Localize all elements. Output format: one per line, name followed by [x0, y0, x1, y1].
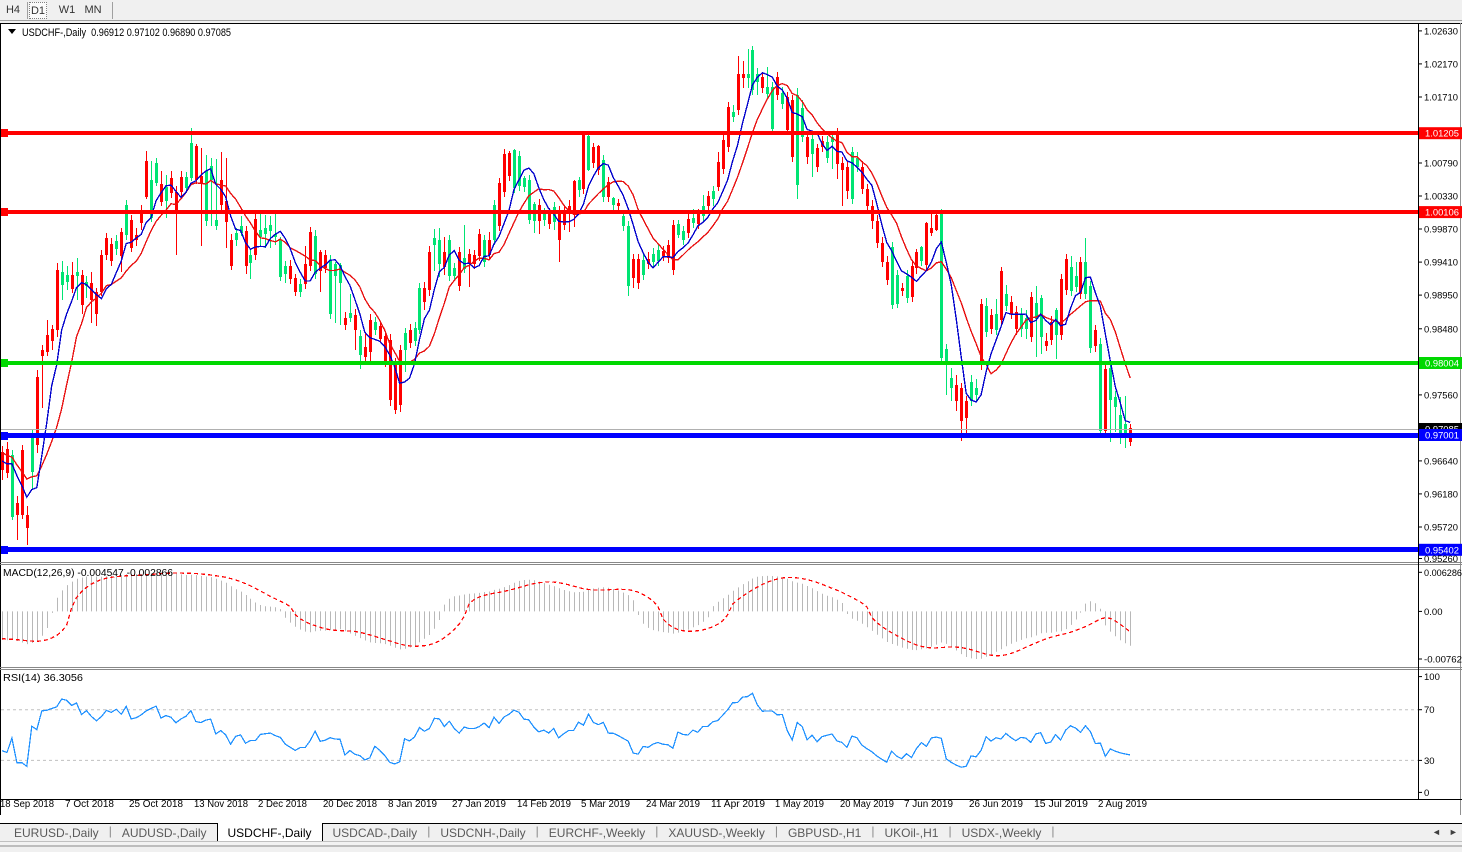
svg-text:25 Oct 2018: 25 Oct 2018 — [129, 799, 184, 810]
svg-text:0.98480: 0.98480 — [1424, 324, 1458, 335]
svg-text:13 Nov 2018: 13 Nov 2018 — [194, 799, 249, 810]
svg-text:1 May 2019: 1 May 2019 — [775, 799, 824, 810]
svg-text:0.00: 0.00 — [1424, 607, 1443, 618]
svg-text:1.01710: 1.01710 — [1424, 93, 1458, 104]
svg-text:5 Mar 2019: 5 Mar 2019 — [581, 799, 630, 810]
svg-text:18 Sep 2018: 18 Sep 2018 — [0, 799, 55, 810]
svg-text:0.006286: 0.006286 — [1424, 568, 1462, 579]
svg-text:7 Jun 2019: 7 Jun 2019 — [904, 799, 953, 810]
svg-text:1.00790: 1.00790 — [1424, 159, 1458, 170]
svg-text:0.95260: 0.95260 — [1424, 554, 1458, 565]
svg-text:RSI(14) 36.3056: RSI(14) 36.3056 — [3, 673, 83, 684]
svg-text:1.01205: 1.01205 — [1425, 129, 1459, 140]
svg-text:70: 70 — [1424, 705, 1435, 716]
svg-text:0.95720: 0.95720 — [1424, 523, 1458, 534]
svg-text:0.97001: 0.97001 — [1425, 431, 1459, 442]
svg-text:26 Jun 2019: 26 Jun 2019 — [969, 799, 1023, 810]
svg-text:2 Dec 2018: 2 Dec 2018 — [258, 799, 308, 810]
svg-text:1.02630: 1.02630 — [1424, 26, 1458, 37]
svg-text:0.96640: 0.96640 — [1424, 456, 1458, 467]
svg-text:14 Feb 2019: 14 Feb 2019 — [517, 799, 571, 810]
svg-text:1.00330: 1.00330 — [1424, 192, 1458, 203]
svg-text:11 Apr 2019: 11 Apr 2019 — [711, 799, 765, 810]
svg-text:20 May 2019: 20 May 2019 — [840, 799, 894, 810]
svg-text:0: 0 — [1424, 788, 1429, 799]
svg-text:-0.00762: -0.00762 — [1424, 655, 1462, 666]
svg-text:30: 30 — [1424, 756, 1435, 767]
svg-text:27 Jan 2019: 27 Jan 2019 — [452, 799, 506, 810]
svg-text:7 Oct 2018: 7 Oct 2018 — [65, 799, 115, 810]
svg-text:2 Aug 2019: 2 Aug 2019 — [1098, 799, 1147, 810]
svg-text:24 Mar 2019: 24 Mar 2019 — [646, 799, 700, 810]
svg-text:1.00106: 1.00106 — [1425, 208, 1459, 219]
svg-text:0.99410: 0.99410 — [1424, 258, 1458, 269]
svg-text:0.96180: 0.96180 — [1424, 489, 1458, 500]
svg-text:15 Jul 2019: 15 Jul 2019 — [1034, 799, 1088, 810]
svg-text:100: 100 — [1424, 672, 1440, 683]
svg-text:USDCHF-,Daily 0.96912 0.97102: USDCHF-,Daily 0.96912 0.97102 0.96890 0.… — [22, 27, 231, 39]
svg-text:0.97560: 0.97560 — [1424, 390, 1458, 401]
svg-text:MACD(12,26,9) -0.004547 -0.002: MACD(12,26,9) -0.004547 -0.002866 — [3, 568, 173, 579]
svg-text:0.98950: 0.98950 — [1424, 291, 1458, 302]
svg-text:1.02170: 1.02170 — [1424, 59, 1458, 70]
svg-text:0.98004: 0.98004 — [1425, 359, 1459, 370]
svg-text:20 Dec 2018: 20 Dec 2018 — [323, 799, 378, 810]
svg-text:0.99870: 0.99870 — [1424, 225, 1458, 236]
svg-text:0.95402: 0.95402 — [1425, 545, 1459, 556]
svg-text:8 Jan 2019: 8 Jan 2019 — [388, 799, 437, 810]
